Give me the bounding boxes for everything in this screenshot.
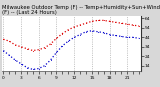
Text: Milwaukee Outdoor Temp (F) -- Temp+Humidity+Sun+Wind (F) -- (Last 24 Hours): Milwaukee Outdoor Temp (F) -- Temp+Humid… xyxy=(2,5,160,15)
